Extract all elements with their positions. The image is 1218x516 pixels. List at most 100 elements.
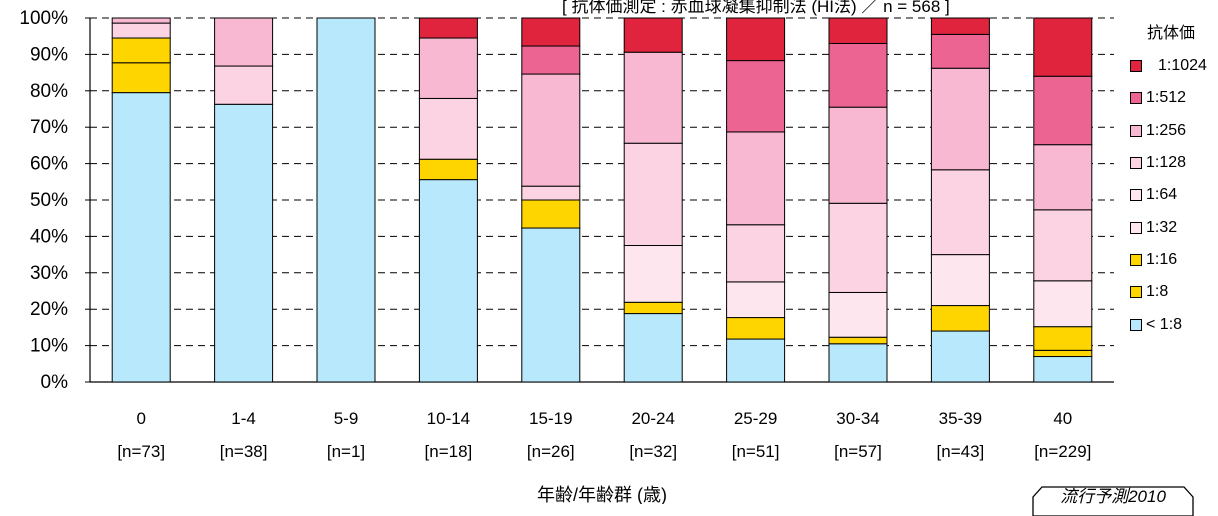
bar-segment bbox=[726, 281, 786, 319]
legend-swatch bbox=[1130, 124, 1142, 137]
bar-segment bbox=[521, 45, 581, 75]
x-tick-label: 30-34 bbox=[836, 409, 879, 428]
x-count-label: [n=1] bbox=[327, 442, 365, 461]
legend-label: 1:1024 bbox=[1158, 57, 1207, 75]
legend: 抗体価 1:1024 1:512 1:256 1:128 1:64 1:32 1:16 1:8… bbox=[1130, 22, 1218, 341]
legend-swatch bbox=[1130, 157, 1142, 170]
legend-item: 1:64 bbox=[1130, 179, 1218, 211]
bar-segment bbox=[1033, 75, 1093, 146]
bar-segment bbox=[521, 185, 581, 201]
x-tick-label: 5-9 bbox=[334, 409, 359, 428]
bar-segment bbox=[726, 224, 786, 283]
legend-swatch bbox=[1130, 253, 1142, 266]
bar-segment bbox=[828, 17, 888, 44]
bar-segment bbox=[521, 199, 581, 229]
legend-swatch bbox=[1130, 60, 1142, 73]
bar-segment bbox=[214, 65, 274, 105]
bar-segment bbox=[623, 245, 683, 303]
bar-segment bbox=[828, 106, 888, 204]
bar-segment bbox=[521, 17, 581, 47]
bar-segment bbox=[930, 33, 990, 69]
legend-swatch bbox=[1130, 92, 1142, 105]
bar-segment bbox=[930, 305, 990, 332]
x-axis-title: 年齢/年齢群 (歳) bbox=[537, 485, 667, 504]
bar-segment bbox=[623, 142, 683, 246]
bar-segment bbox=[930, 67, 990, 171]
bar-segment bbox=[623, 17, 683, 53]
x-count-label: [n=57] bbox=[834, 442, 882, 461]
chart-canvas: 0% 10% 20% 30% 40% 50% 60% 70% 80% 90% 100% 0 [n=73]… bbox=[19, 8, 1114, 504]
legend-label: 1:512 bbox=[1146, 89, 1187, 107]
bar-segment bbox=[214, 103, 274, 383]
legend-swatch bbox=[1130, 189, 1142, 202]
x-count-label: [n=18] bbox=[425, 442, 473, 461]
legend-label: < 1:8 bbox=[1146, 315, 1183, 333]
x-count-label: [n=32] bbox=[629, 442, 677, 461]
x-tick-label: 40 bbox=[1053, 409, 1072, 428]
y-tick-label: 20% bbox=[30, 299, 68, 320]
legend-swatch bbox=[1130, 318, 1142, 331]
bar-segment bbox=[1033, 144, 1093, 211]
legend-item: 1:8 bbox=[1130, 276, 1218, 308]
bar-segment bbox=[111, 62, 171, 94]
bar-segment bbox=[418, 179, 478, 383]
bar-segment bbox=[1033, 356, 1093, 383]
y-tick-label: 10% bbox=[30, 336, 68, 357]
bar-segment bbox=[111, 17, 171, 24]
legend-label: 1:16 bbox=[1146, 250, 1178, 268]
bar-segment bbox=[623, 313, 683, 383]
bar-segment bbox=[726, 338, 786, 383]
bar-segment bbox=[418, 158, 478, 181]
bar-segment bbox=[726, 317, 786, 340]
legend-item: 1:32 bbox=[1130, 211, 1218, 243]
x-count-label: [n=38] bbox=[220, 442, 268, 461]
bar-segment bbox=[1033, 280, 1093, 328]
bar-segment bbox=[828, 343, 888, 383]
x-tick-label: 20-24 bbox=[631, 409, 674, 428]
bar-segment bbox=[418, 17, 478, 39]
bar-segment bbox=[828, 291, 888, 338]
bar-segment bbox=[623, 301, 683, 315]
y-tick-label: 30% bbox=[30, 263, 68, 284]
bar-segment bbox=[418, 97, 478, 160]
y-tick-label: 40% bbox=[30, 226, 68, 247]
badge-text: 流行予測2010 bbox=[1060, 487, 1166, 506]
bar-segment bbox=[828, 42, 888, 108]
legend-item: < 1:8 bbox=[1130, 308, 1218, 340]
legend-title: 抗体価 bbox=[1146, 25, 1195, 42]
bar-segment bbox=[930, 254, 990, 307]
x-count-label: [n=26] bbox=[527, 442, 575, 461]
bar-segment bbox=[623, 51, 683, 144]
bar-segment bbox=[316, 17, 376, 383]
legend-item: 1:16 bbox=[1130, 244, 1218, 276]
y-tick-label: 80% bbox=[30, 81, 68, 102]
x-tick-label: 0 bbox=[136, 409, 145, 428]
chart-subtitle: [ 抗体価測定 : 赤血球凝集抑制法 (HI法) ／ n = 568 ] bbox=[562, 0, 950, 16]
bar-segment bbox=[111, 92, 171, 383]
y-tick-label: 60% bbox=[30, 154, 68, 175]
legend-label: 1:256 bbox=[1146, 121, 1187, 139]
legend-item: 1:128 bbox=[1130, 147, 1218, 179]
y-tick-label: 0% bbox=[41, 372, 69, 393]
x-tick-label: 1-4 bbox=[231, 409, 256, 428]
bar-segment bbox=[111, 37, 171, 64]
x-count-label: [n=43] bbox=[937, 442, 985, 461]
legend-item: 1:256 bbox=[1130, 115, 1218, 147]
x-tick-label: 25-29 bbox=[734, 409, 777, 428]
bar-segment bbox=[726, 131, 786, 226]
y-tick-label: 70% bbox=[30, 117, 68, 138]
bar-segment bbox=[111, 22, 171, 39]
bar-segment bbox=[726, 60, 786, 133]
bar-segment bbox=[521, 227, 581, 383]
legend-swatch bbox=[1130, 286, 1142, 299]
bar-segment bbox=[726, 17, 786, 62]
legend-label: 1:32 bbox=[1146, 218, 1178, 236]
x-count-label: [n=229] bbox=[1034, 442, 1091, 461]
legend-label: 1:128 bbox=[1146, 154, 1187, 172]
bar-segment bbox=[930, 17, 990, 35]
x-tick-label: 15-19 bbox=[529, 409, 572, 428]
bar-segment bbox=[930, 330, 990, 383]
bar-segment bbox=[521, 73, 581, 187]
bar-segment bbox=[930, 169, 990, 256]
source-badge: 流行予測2010 bbox=[1032, 486, 1194, 516]
